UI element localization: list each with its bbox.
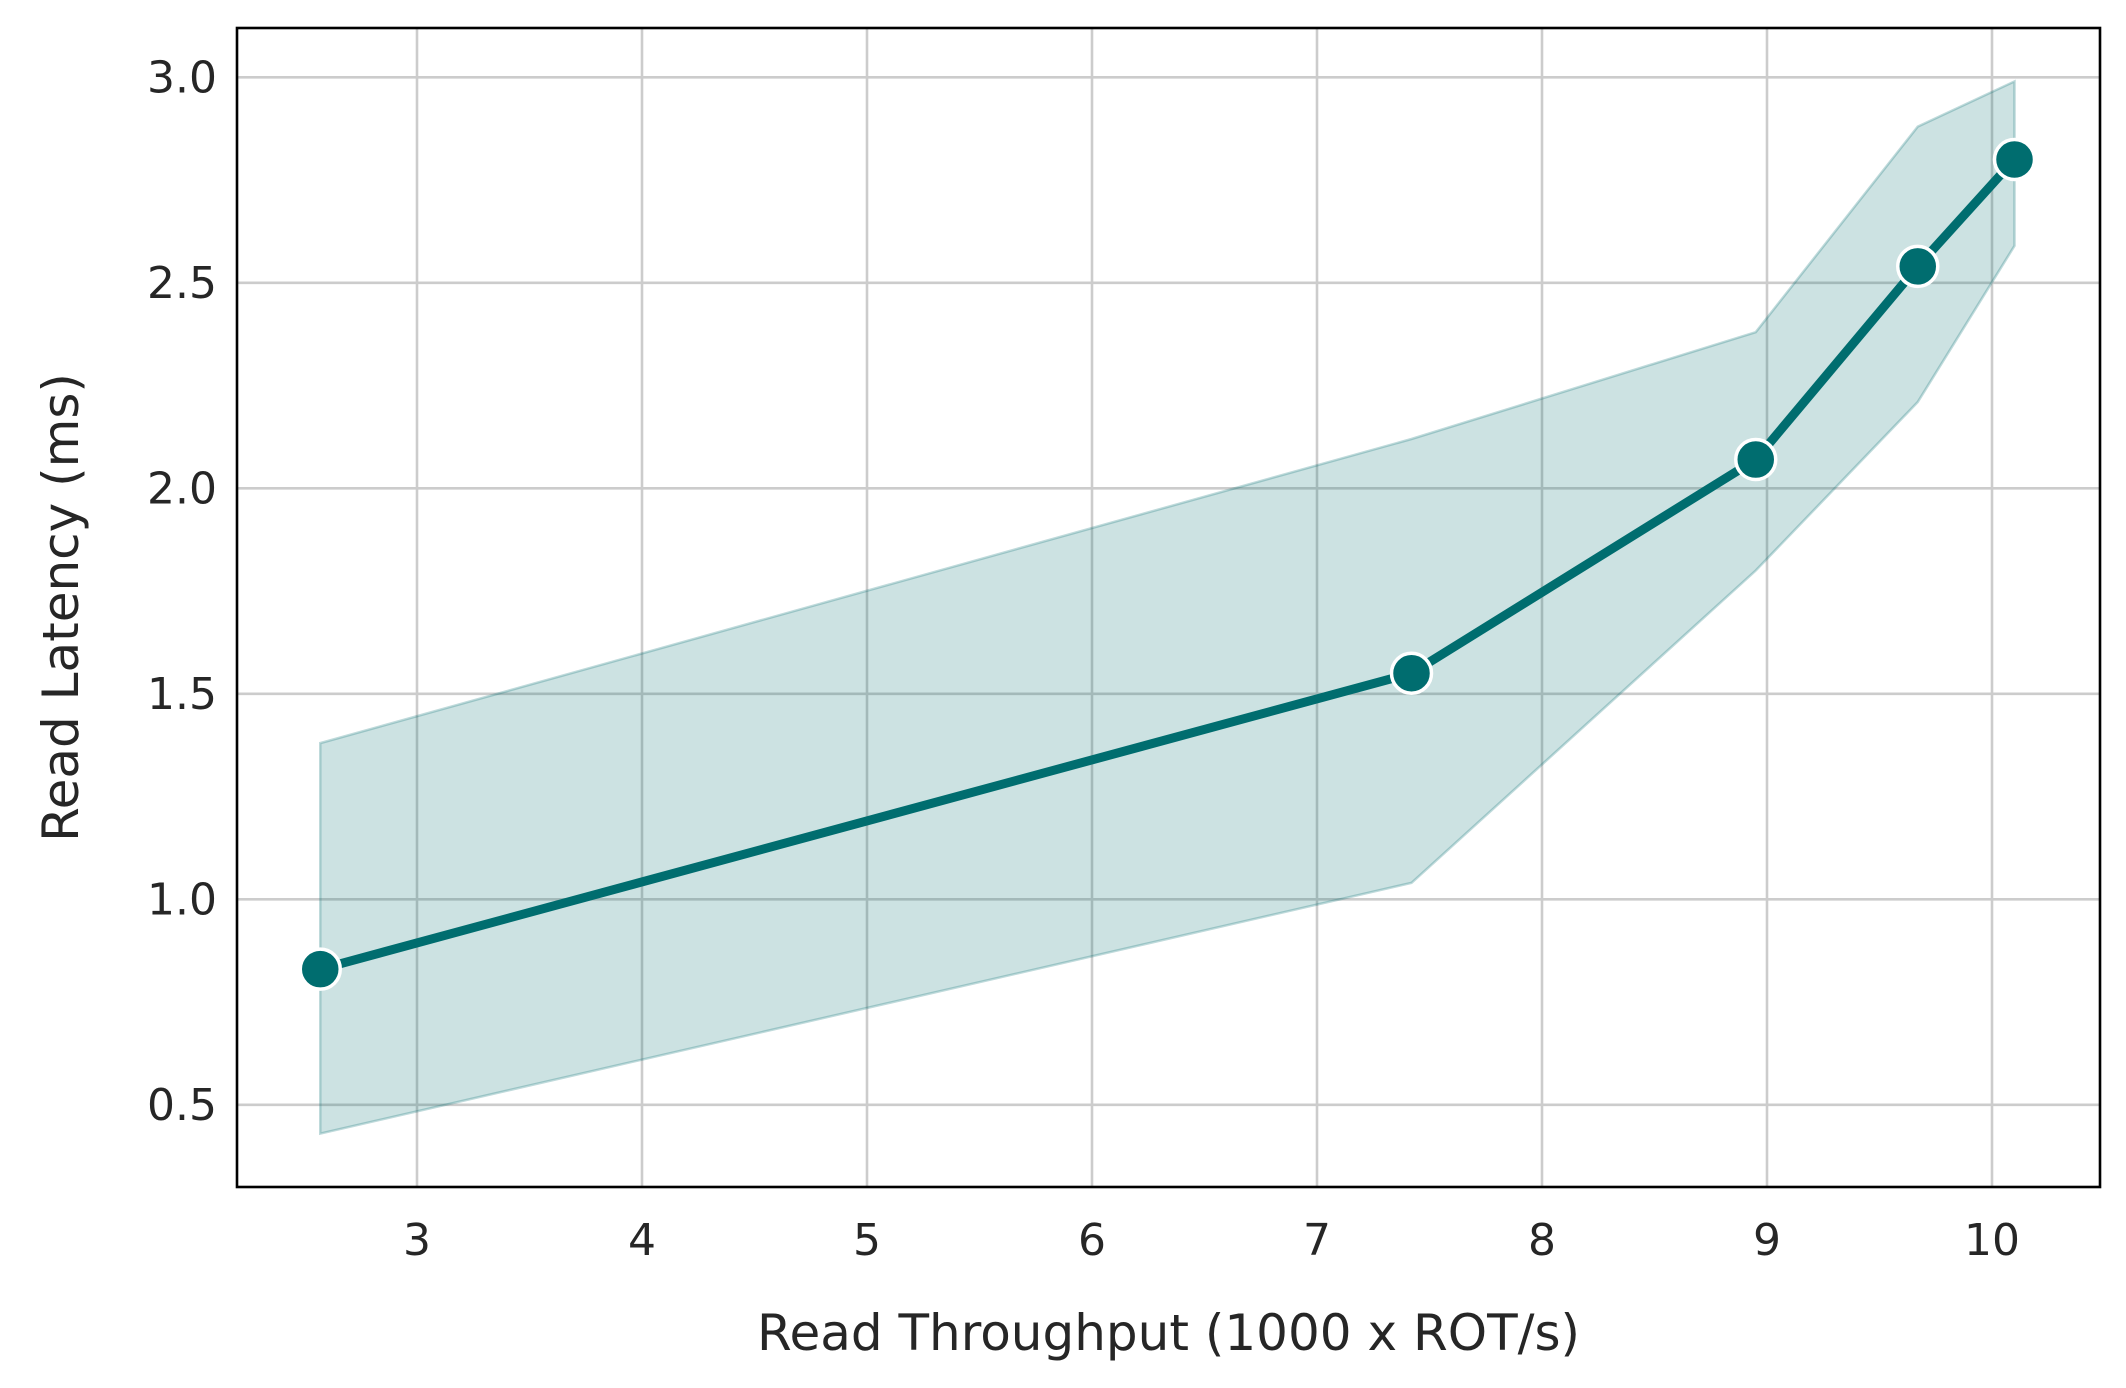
x-tick-label: 4 <box>628 1215 656 1266</box>
y-axis-label: Read Latency (ms) <box>32 373 90 842</box>
x-tick-label: 9 <box>1753 1215 1781 1266</box>
x-tick-label: 8 <box>1528 1215 1556 1266</box>
x-tick-label: 3 <box>403 1215 431 1266</box>
y-tick-label: 1.5 <box>147 669 217 720</box>
data-point <box>1389 651 1434 696</box>
y-tick-label: 1.0 <box>147 874 217 925</box>
y-tick-label: 2.0 <box>147 463 217 514</box>
y-tick-labels: 0.5 1.0 1.5 2.0 2.5 3.0 <box>147 52 217 1130</box>
data-point <box>1734 437 1778 482</box>
x-tick-label: 5 <box>853 1215 881 1266</box>
y-tick-label: 0.5 <box>147 1080 217 1131</box>
data-point <box>298 947 342 991</box>
x-tick-label: 10 <box>1964 1215 2020 1266</box>
data-point <box>1896 244 1940 289</box>
x-tick-label: 7 <box>1303 1215 1331 1266</box>
plot-frame <box>235 26 2102 1189</box>
x-tick-label: 6 <box>1078 1215 1106 1266</box>
y-tick-label: 3.0 <box>147 52 217 103</box>
confidence-band-area <box>319 79 2016 1136</box>
x-axis-label: Read Throughput (1000 x ROT/s) <box>757 1304 1580 1362</box>
data-points <box>298 137 2037 991</box>
grid <box>237 28 2100 1187</box>
confidence-band <box>319 79 2016 1136</box>
y-tick-label: 2.5 <box>147 258 217 309</box>
x-tick-labels: 3 4 5 6 7 8 9 10 <box>403 1215 2020 1266</box>
data-point <box>1992 137 2037 182</box>
